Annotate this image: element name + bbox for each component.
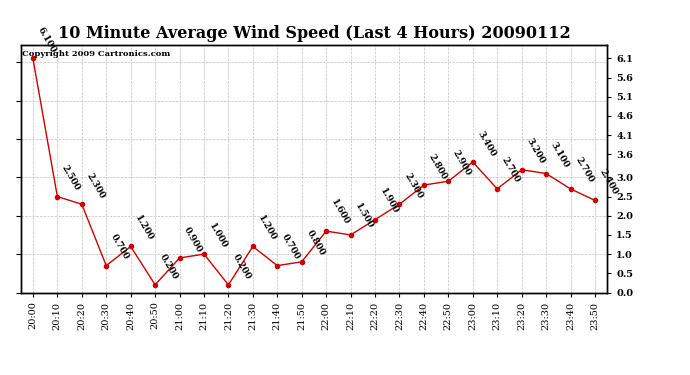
Text: 2.900: 2.900 — [451, 148, 473, 177]
Text: 2.700: 2.700 — [573, 156, 595, 185]
Text: 2.300: 2.300 — [402, 171, 424, 200]
Text: 2.800: 2.800 — [426, 152, 449, 181]
Text: 1.200: 1.200 — [133, 213, 155, 242]
Text: 0.900: 0.900 — [182, 225, 204, 254]
Text: 0.200: 0.200 — [231, 252, 253, 280]
Text: 1.000: 1.000 — [207, 221, 228, 250]
Text: 1.900: 1.900 — [378, 186, 400, 215]
Text: 1.600: 1.600 — [329, 198, 351, 227]
Text: 6.100: 6.100 — [36, 25, 58, 54]
Text: 2.700: 2.700 — [500, 156, 522, 185]
Text: 2.400: 2.400 — [598, 168, 620, 196]
Title: 10 Minute Average Wind Speed (Last 4 Hours) 20090112: 10 Minute Average Wind Speed (Last 4 Hou… — [57, 25, 571, 42]
Text: 3.400: 3.400 — [475, 129, 497, 158]
Text: Copyright 2009 Cartronics.com: Copyright 2009 Cartronics.com — [22, 50, 170, 58]
Text: 2.300: 2.300 — [85, 171, 106, 200]
Text: 0.200: 0.200 — [158, 252, 179, 280]
Text: 0.700: 0.700 — [109, 233, 130, 261]
Text: 1.200: 1.200 — [255, 213, 277, 242]
Text: 1.500: 1.500 — [353, 202, 375, 231]
Text: 2.500: 2.500 — [60, 164, 82, 192]
Text: 0.800: 0.800 — [304, 229, 326, 258]
Text: 3.200: 3.200 — [524, 136, 546, 165]
Text: 3.100: 3.100 — [549, 140, 571, 170]
Text: 0.700: 0.700 — [280, 233, 302, 261]
